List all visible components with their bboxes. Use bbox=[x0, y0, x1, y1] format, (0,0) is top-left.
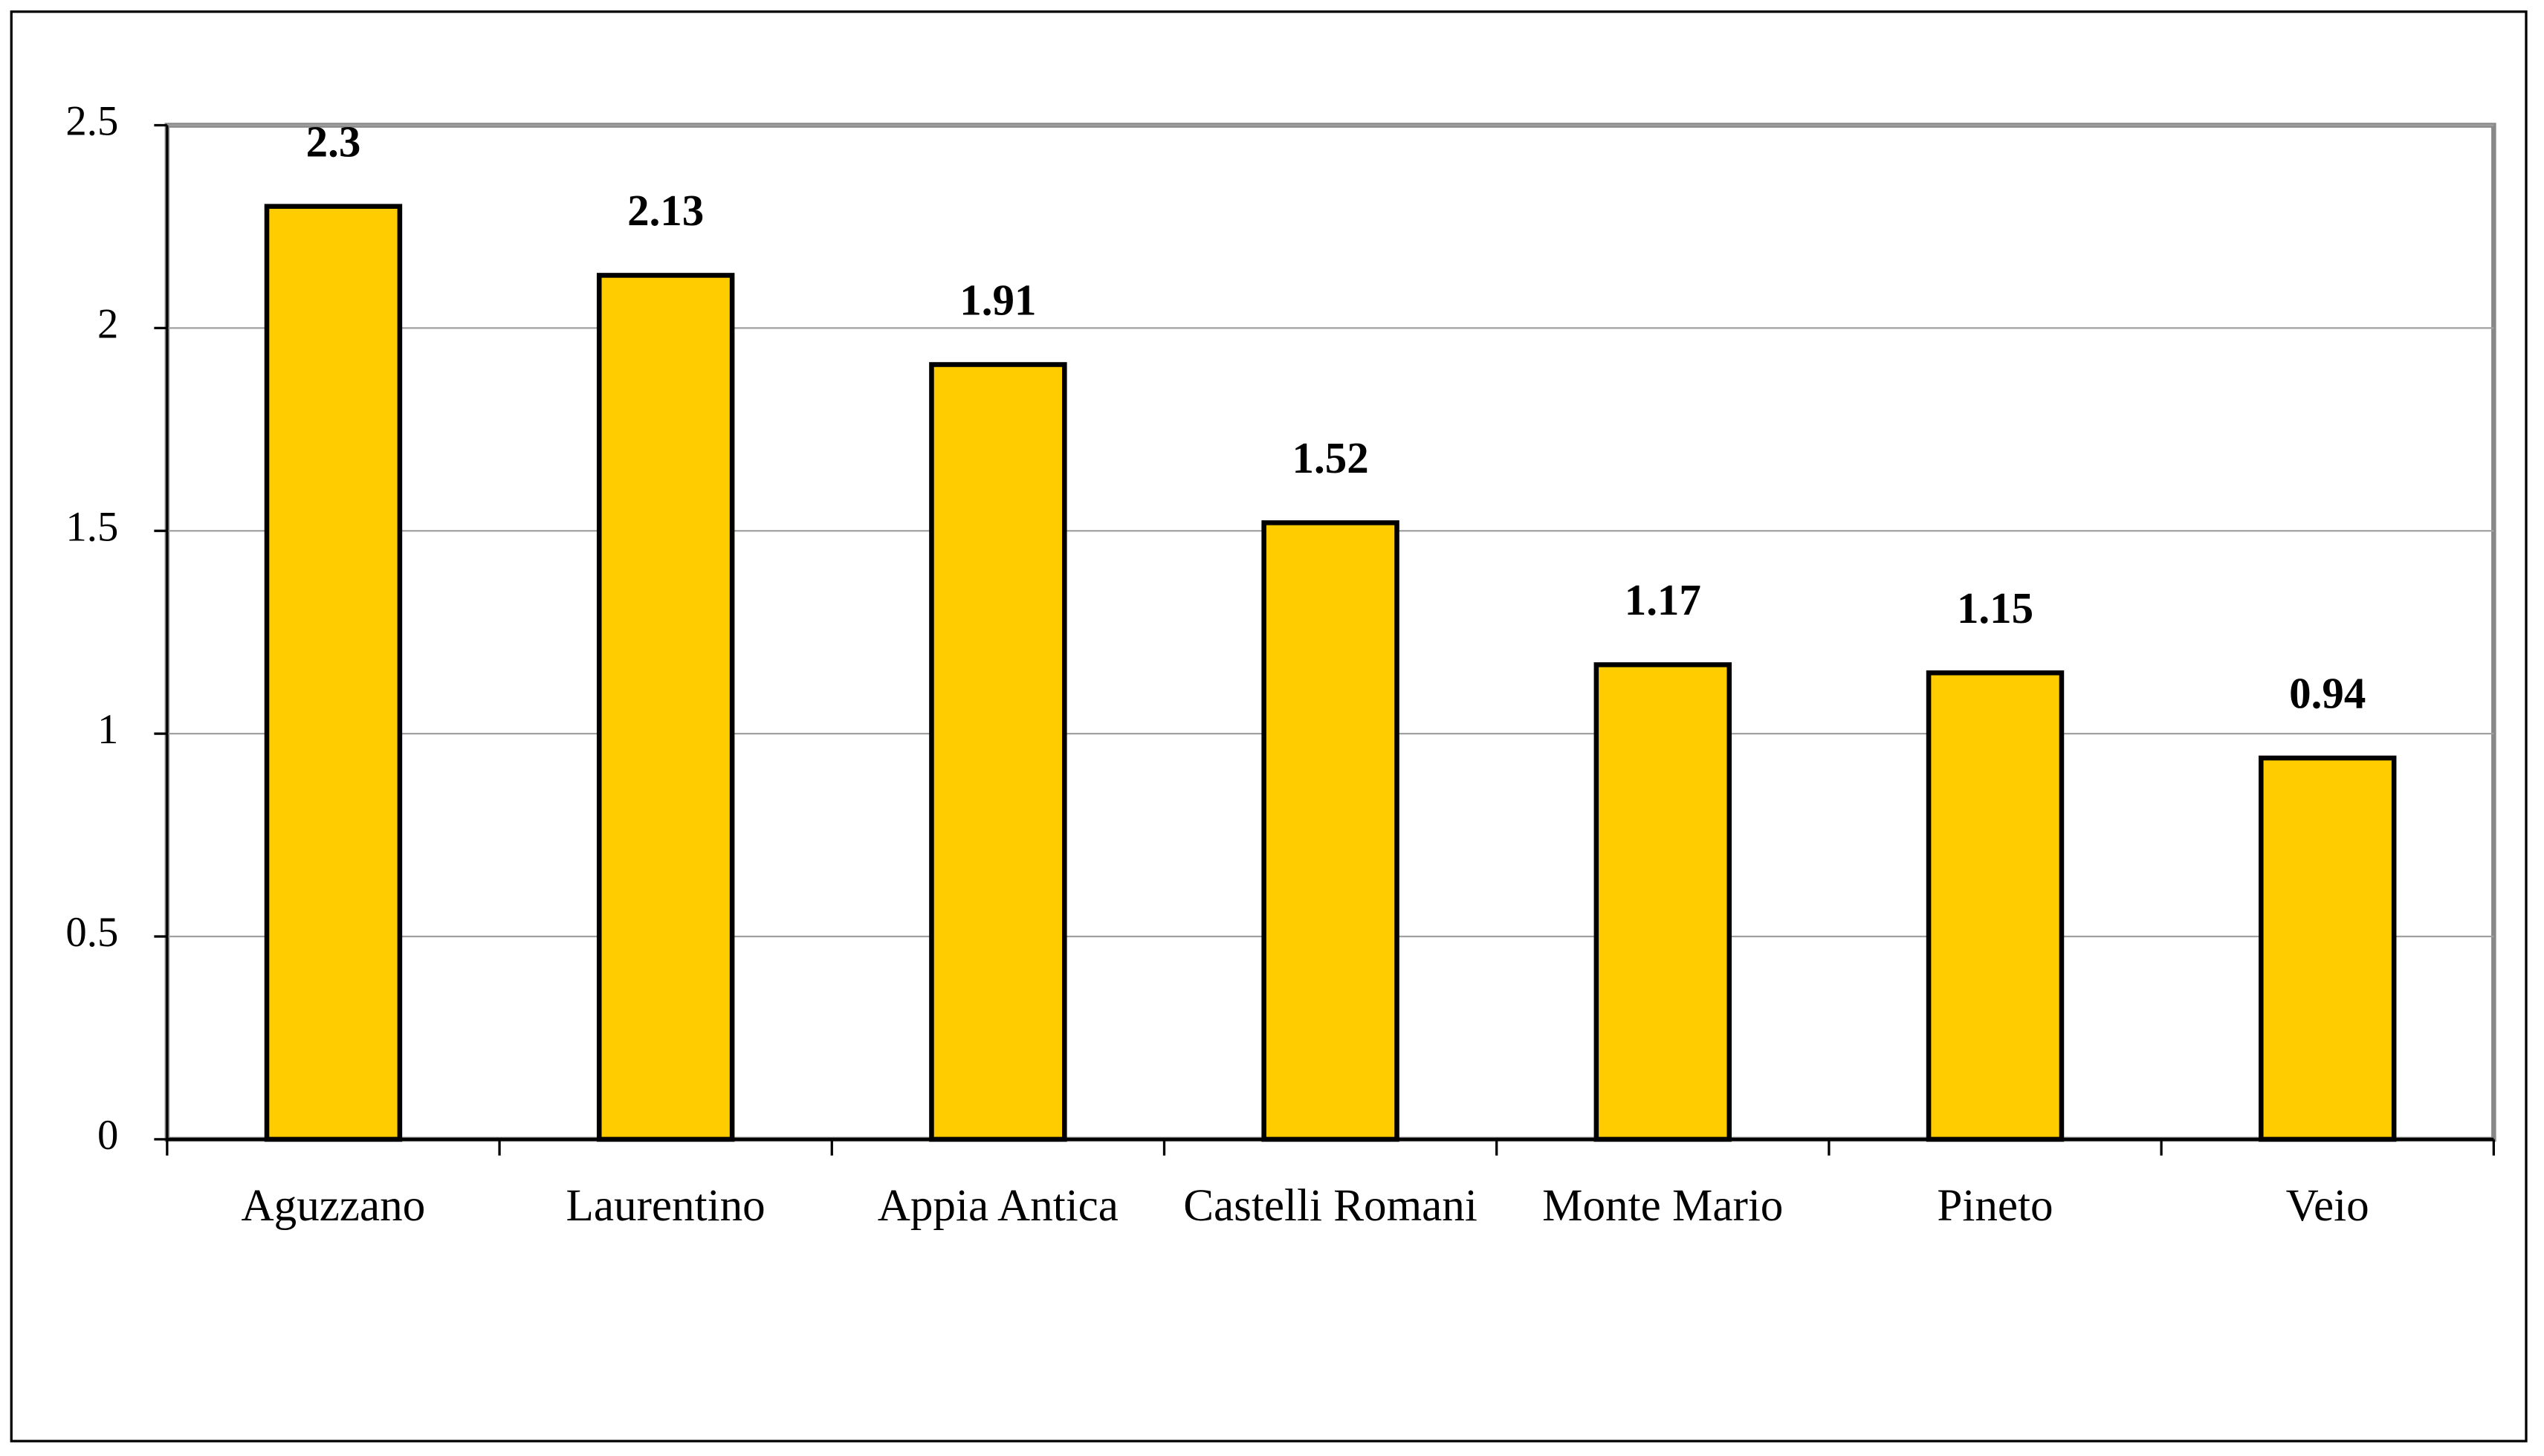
y-tick-label: 2 bbox=[97, 300, 118, 347]
x-tick-label-box: Aguzzano bbox=[241, 1181, 426, 1232]
bar bbox=[1261, 520, 1399, 1142]
x-tick-label-box: Veio bbox=[2285, 1181, 2369, 1232]
x-tick-label-box: Pineto bbox=[1937, 1181, 2053, 1232]
bar bbox=[929, 362, 1067, 1142]
value-label: 1.91 bbox=[959, 275, 1036, 324]
bar bbox=[1926, 670, 2065, 1142]
x-tick-label: Veio bbox=[2285, 1181, 2369, 1232]
value-label: 2.13 bbox=[627, 186, 704, 235]
x-tick-label-box: Appia Antica bbox=[877, 1181, 1119, 1232]
y-tick-label: 1 bbox=[97, 706, 118, 753]
x-tick-label-box: Castelli Romani bbox=[1183, 1181, 1477, 1232]
value-label: 2.3 bbox=[306, 117, 361, 166]
x-tick-label: Castelli Romani bbox=[1183, 1181, 1477, 1232]
y-tick-label: 0 bbox=[97, 1112, 118, 1159]
y-tick-label: 0.5 bbox=[65, 909, 118, 956]
x-tick-label: Laurentino bbox=[566, 1181, 766, 1232]
x-tick-label: Pineto bbox=[1937, 1181, 2053, 1232]
bar bbox=[1593, 662, 1732, 1142]
y-tick-label: 1.5 bbox=[65, 503, 118, 550]
x-tick-label: Monte Mario bbox=[1542, 1181, 1784, 1232]
x-tick-label: Aguzzano bbox=[241, 1181, 426, 1232]
x-tick-label-box: Laurentino bbox=[566, 1181, 766, 1232]
bar bbox=[2259, 755, 2397, 1142]
y-tick-label: 2.5 bbox=[65, 98, 118, 145]
x-tick-label-box: Monte Mario bbox=[1542, 1181, 1784, 1232]
bar bbox=[596, 273, 735, 1142]
bar bbox=[264, 204, 403, 1142]
value-label: 1.15 bbox=[1957, 583, 2033, 632]
x-tick-label: Appia Antica bbox=[877, 1181, 1119, 1232]
value-label: 1.52 bbox=[1292, 433, 1369, 482]
value-label: 1.17 bbox=[1625, 575, 1701, 624]
value-label: 0.94 bbox=[2289, 669, 2366, 718]
